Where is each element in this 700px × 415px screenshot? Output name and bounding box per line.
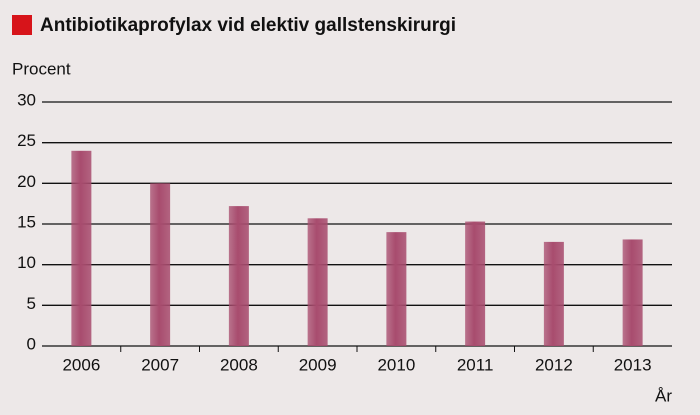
y-tick-label: 20	[17, 172, 36, 191]
bar	[386, 232, 407, 346]
x-tick-label: 2007	[141, 355, 179, 374]
y-axis-label: Procent	[12, 59, 71, 78]
y-tick-label: 30	[17, 90, 36, 109]
chart-title: Antibiotikaprofylax vid elektiv gallsten…	[40, 15, 456, 36]
bar	[465, 221, 486, 346]
title-marker	[12, 15, 32, 35]
bar	[307, 218, 328, 346]
y-tick-label: 5	[27, 294, 36, 313]
x-tick-label: 2010	[377, 355, 415, 374]
y-tick-label: 15	[17, 212, 36, 231]
x-tick-label: 2008	[220, 355, 258, 374]
bar	[543, 241, 564, 346]
x-tick-label: 2011	[457, 355, 494, 374]
x-tick-label: 2012	[535, 355, 573, 374]
y-tick-label: 25	[17, 131, 36, 150]
bar	[150, 183, 171, 346]
x-tick-label: 2013	[614, 355, 652, 374]
x-tick-label: 2009	[299, 355, 337, 374]
y-tick-label: 0	[27, 334, 36, 353]
x-axis-label: År	[655, 386, 672, 405]
y-tick-label: 10	[17, 253, 36, 272]
bar	[71, 150, 92, 346]
x-tick-label: 2006	[62, 355, 100, 374]
bar	[622, 239, 643, 346]
bar	[228, 206, 249, 346]
